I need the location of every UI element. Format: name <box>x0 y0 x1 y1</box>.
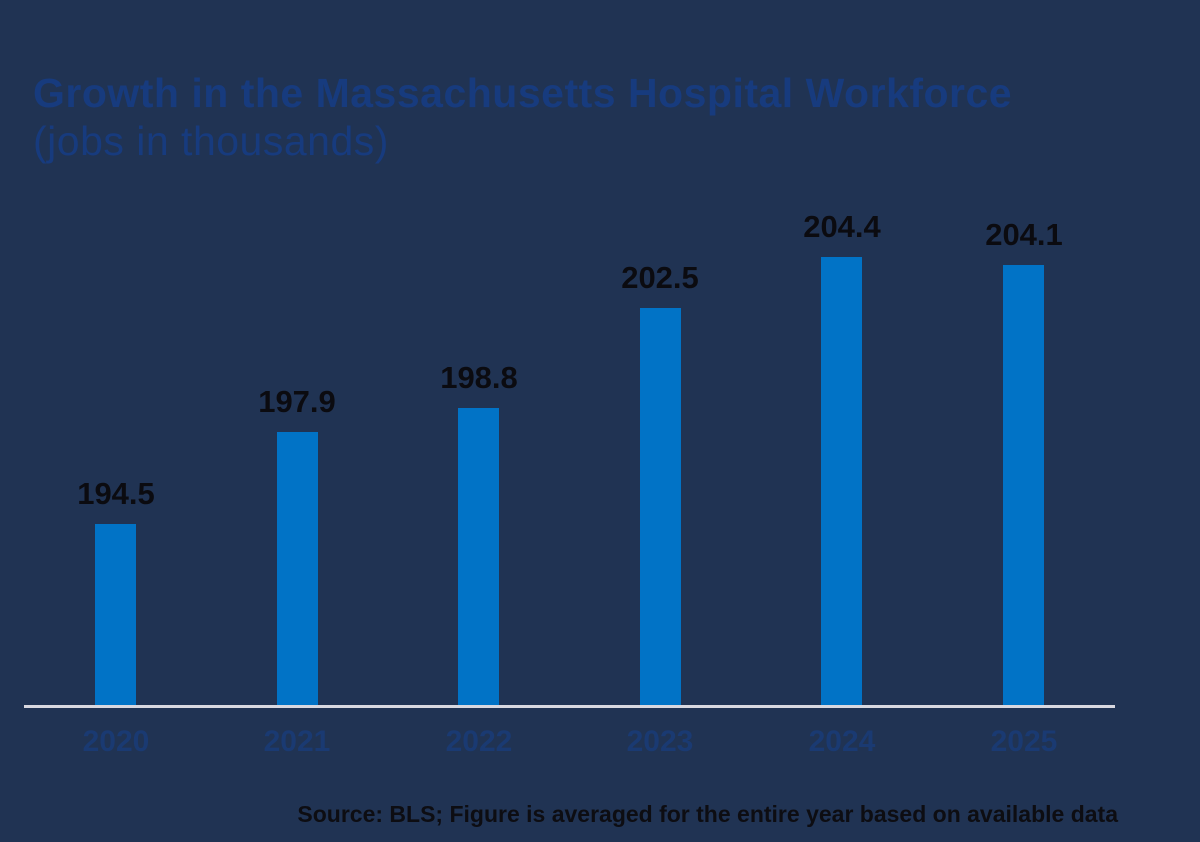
source-note: Source: BLS; Figure is averaged for the … <box>297 801 1118 827</box>
bar-value-label: 202.5 <box>621 260 699 295</box>
x-axis-line <box>24 705 1115 708</box>
x-axis-tick-label: 2024 <box>808 725 876 758</box>
x-axis-tick-label: 2020 <box>82 725 150 758</box>
x-axis-tick-label: 2021 <box>263 725 331 758</box>
bar-value-label: 194.5 <box>77 476 155 511</box>
bar-value-label: 204.1 <box>985 217 1063 252</box>
chart-title-block: Growth in the Massachusetts Hospital Wor… <box>33 69 1012 165</box>
bar-value-label: 197.9 <box>258 384 336 419</box>
bar-2024 <box>821 257 862 705</box>
x-axis-tick-label: 2025 <box>990 725 1058 758</box>
bar-2022 <box>458 408 499 705</box>
chart-subtitle: (jobs in thousands) <box>33 118 389 164</box>
chart-title: Growth in the Massachusetts Hospital Wor… <box>33 70 1013 116</box>
bar-2025 <box>1003 265 1044 705</box>
x-axis-tick-label: 2022 <box>445 725 513 758</box>
bar-2023 <box>640 308 681 705</box>
bar-value-label: 204.4 <box>803 209 881 244</box>
bar-2021 <box>277 432 318 705</box>
x-axis-tick-label: 2023 <box>626 725 694 758</box>
bar-2020 <box>95 524 136 705</box>
bar-value-label: 198.8 <box>440 360 518 395</box>
